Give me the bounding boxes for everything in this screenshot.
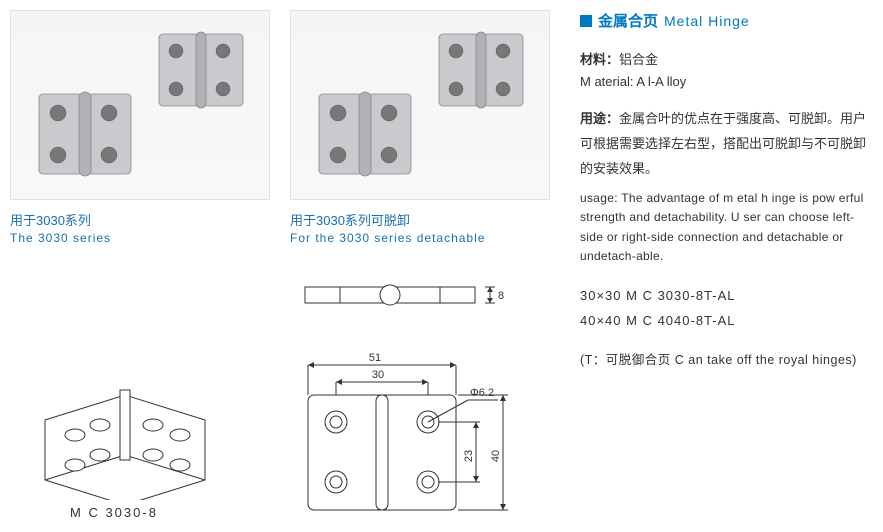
usage-text-en: usage: The advantage of m etal h inge is… [580,189,870,266]
dim-hole-h: 23 [463,450,475,462]
usage-label-cn: 用途： [580,111,619,126]
title-square-icon [580,15,592,27]
note-text: (T：可脱御合页 C an take off the royal hinges) [580,349,870,368]
dim-width: 51 [369,352,381,364]
dim-hole-w: 30 [372,369,384,381]
photo1-caption-en: The 3030 series [10,231,270,245]
dim-height: 40 [490,450,502,462]
hinge-rear-d [431,26,531,116]
title-cn: 金属合页 [598,10,658,31]
title-row: 金属合页 Metal Hinge [580,10,870,31]
isometric-drawing [25,360,235,500]
usage-text-cn: 金属合叶的优点在于强度高、可脱卸。用户可根据需要选择左右型，搭配出可脱卸与不可脱… [580,111,866,175]
model-1: 40×40 M C 4040-8T-AL [580,309,870,334]
dim-depth: 8 [498,290,504,302]
top-view-drawing: 8 [300,275,520,315]
material-value-cn: 铝合金 [619,52,658,67]
usage-block: 用途：金属合叶的优点在于强度高、可脱卸。用户可根据需要选择左右型，搭配出可脱卸与… [580,107,870,266]
material-value-en: A l-A lloy [636,74,686,89]
hinge-front-d [311,86,421,186]
photo-3030-detachable [290,10,550,200]
photo1-caption-cn: 用于3030系列 [10,210,270,229]
front-view-drawing: 51 30 Φ6.2 23 [298,350,558,530]
title-en: Metal Hinge [664,13,750,29]
dim-hole-dia: Φ6.2 [470,387,494,399]
hinge-front [31,86,141,186]
photo-block-3030: 用于3030系列 The 3030 series [10,10,270,245]
photo2-caption-cn: 用于3030系列可脱卸 [290,210,550,229]
photo-3030 [10,10,270,200]
model-0: 30×30 M C 3030-8T-AL [580,284,870,309]
photo2-caption-en: For the 3030 series detachable [290,231,550,245]
material-label-cn: 材料： [580,52,619,67]
hinge-rear [151,26,251,116]
iso-model-label: M C 3030-8 [70,505,158,520]
model-list: 30×30 M C 3030-8T-AL 40×40 M C 4040-8T-A… [580,284,870,333]
technical-drawings: M C 3030-8 8 51 30 [10,260,570,530]
spec-panel: 金属合页 Metal Hinge 材料：铝合金 M aterial: A l-A… [580,10,870,368]
material-block: 材料：铝合金 M aterial: A l-A lloy [580,49,870,93]
product-photos: 用于3030系列 The 3030 series [10,10,570,245]
photo-block-3030-detachable: 用于3030系列可脱卸 For the 3030 series detachab… [290,10,550,245]
material-label-en: M aterial: [580,74,636,89]
